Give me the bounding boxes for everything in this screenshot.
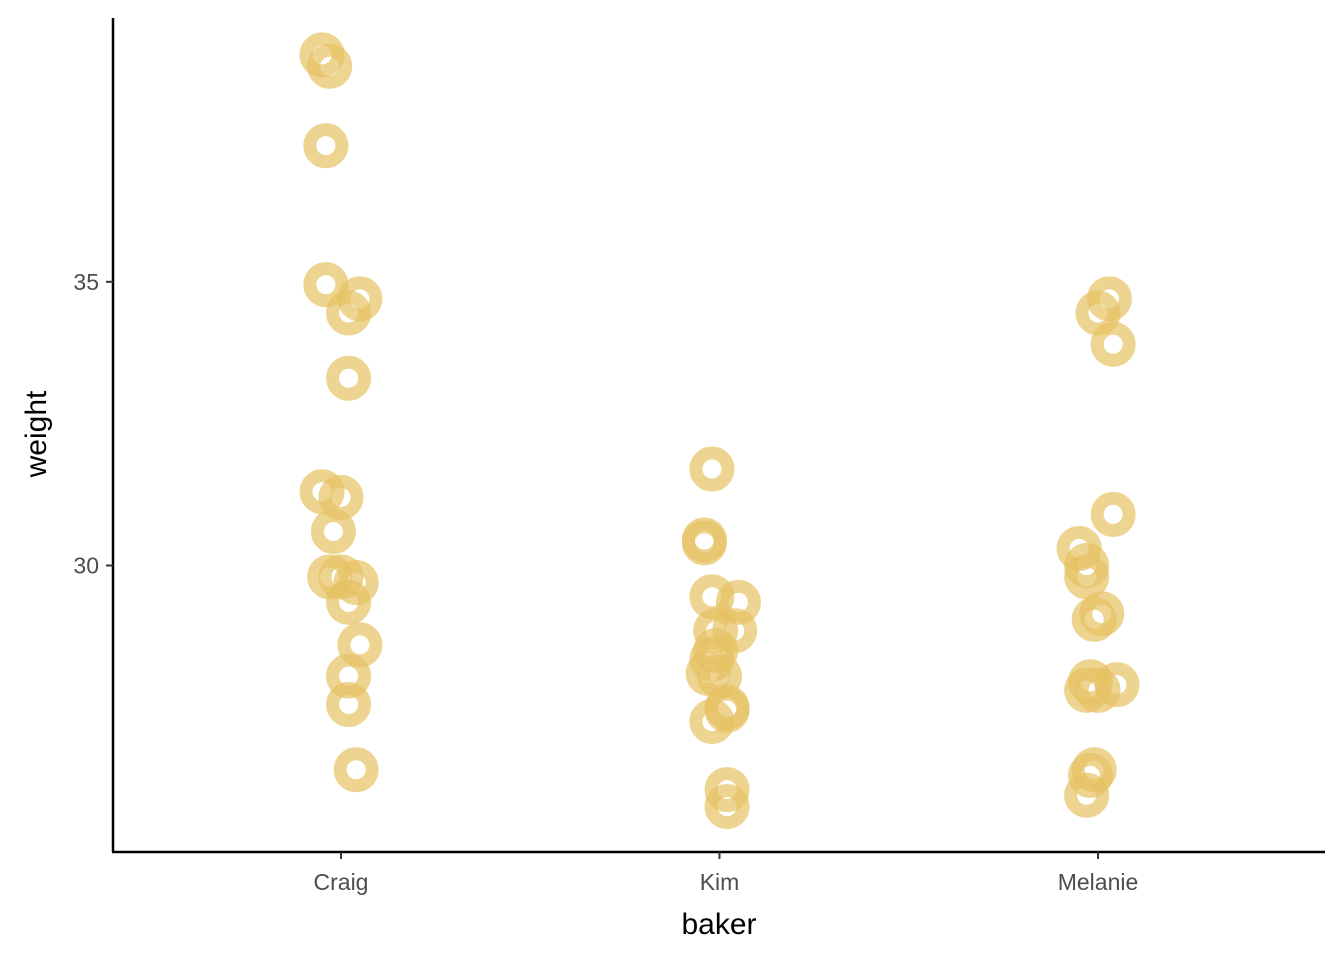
y-axis-title: weight: [20, 390, 53, 478]
data-point: [1064, 554, 1110, 600]
x-tick-label: Craig: [314, 869, 369, 895]
y-axis-ticks: 30 35: [73, 269, 113, 578]
data-point: [681, 520, 727, 566]
y-tick-label: 35: [73, 269, 99, 295]
data-point: [704, 767, 750, 813]
data-point: [326, 355, 372, 401]
data-point: [704, 784, 750, 830]
data-point: [1090, 491, 1136, 537]
data-point: [303, 262, 349, 308]
data-point: [303, 123, 349, 169]
data-point: [689, 446, 735, 492]
data-point: [1090, 321, 1136, 367]
data-point: [1064, 772, 1110, 818]
data-point: [326, 681, 372, 727]
data-point: [1071, 596, 1117, 642]
data-point: [333, 747, 379, 793]
x-tick-label: Kim: [700, 869, 740, 895]
x-axis-title: baker: [681, 908, 756, 941]
data-point: [307, 43, 353, 89]
data-point: [326, 290, 372, 336]
x-axis-ticks: Craig Kim Melanie: [314, 852, 1139, 895]
data-point: [326, 579, 372, 625]
data-point: [310, 508, 356, 554]
data-point: [1067, 752, 1113, 798]
points-layer: [299, 32, 1140, 830]
data-point: [1075, 667, 1121, 713]
data-point: [689, 699, 735, 745]
y-tick-label: 30: [73, 552, 99, 578]
x-tick-label: Melanie: [1058, 869, 1139, 895]
